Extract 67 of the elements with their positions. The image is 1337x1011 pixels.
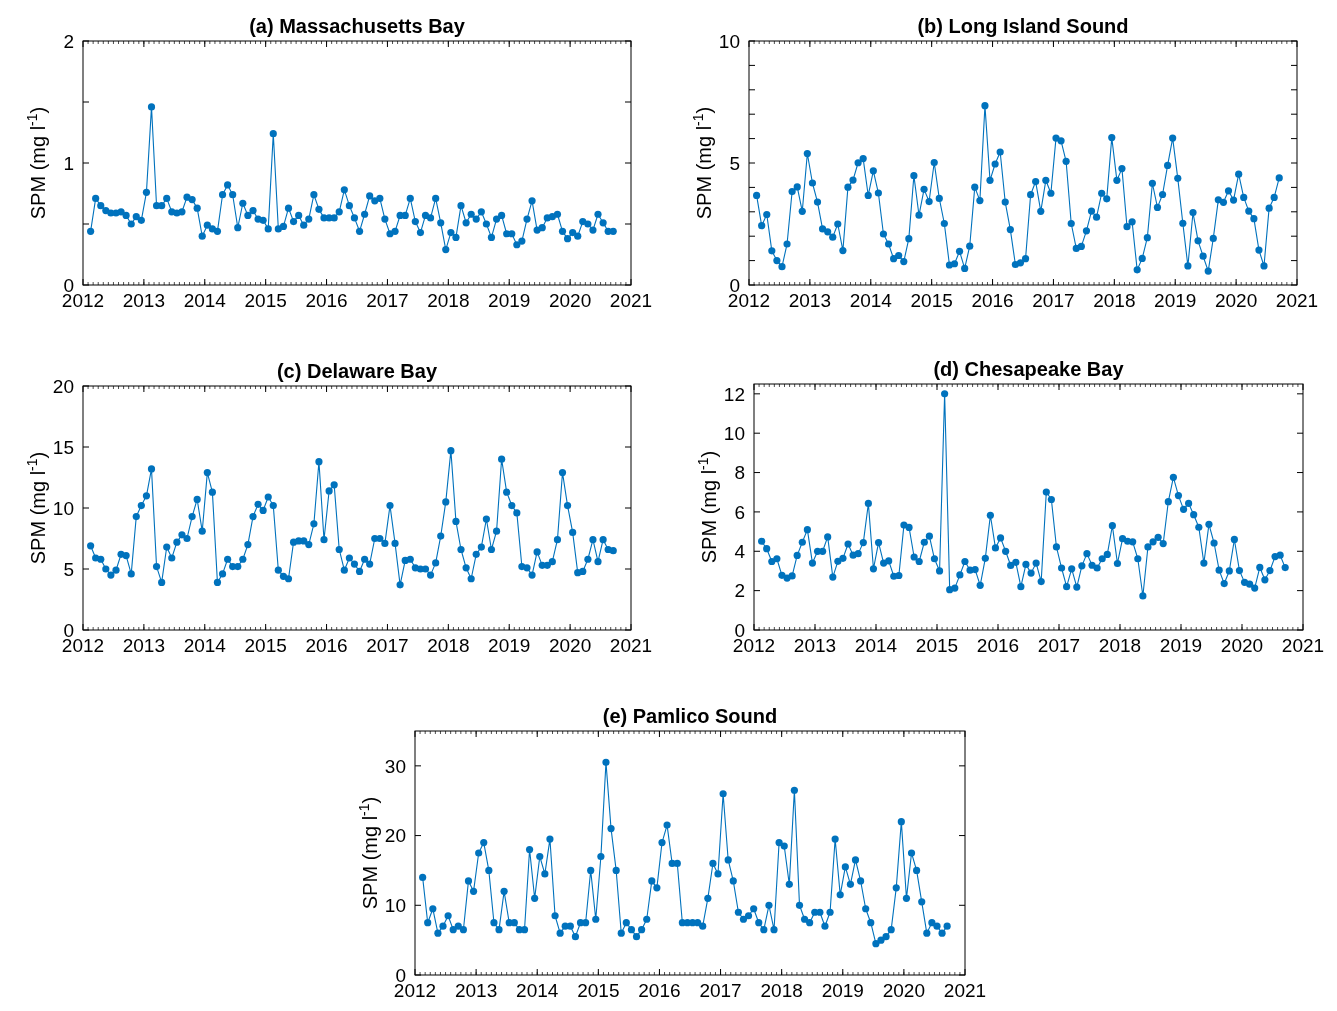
x-tick-label: 2018	[760, 980, 803, 1001]
x-tick-label: 2019	[1154, 290, 1197, 311]
y-tick-label: 2	[63, 30, 74, 52]
chart-title: (d) Chesapeake Bay	[933, 358, 1125, 380]
chart-title: (a) Massachusetts Bay	[249, 15, 466, 37]
y-tick-label: 10	[723, 422, 745, 444]
x-tick-label: 2018	[1093, 290, 1136, 311]
x-tick-label: 2017	[699, 980, 742, 1001]
y-tick-label: 20	[384, 825, 406, 847]
x-tick-label: 2018	[1098, 635, 1142, 656]
chart-title: (c) Delaware Bay	[276, 360, 438, 382]
y-tick-label: 2	[734, 580, 745, 602]
chart-title: (e) Pamlico Sound	[602, 705, 778, 727]
y-tick-label: 10	[52, 497, 74, 519]
y-tick-label: 4	[734, 540, 746, 562]
y-tick-label: 10	[384, 894, 406, 916]
y-tick-label: 12	[723, 383, 745, 405]
x-tick-label: 2014	[516, 980, 559, 1001]
y-tick-label: 20	[52, 375, 74, 397]
y-tick-label: 6	[734, 501, 745, 523]
x-tick-label: 2015	[577, 980, 620, 1001]
x-tick-label: 2013	[793, 635, 837, 656]
x-tick-label: 2017	[366, 635, 409, 656]
x-tick-label: 2020	[882, 980, 926, 1001]
y-tick-label: 1	[63, 152, 74, 174]
x-tick-label: 2020	[548, 290, 592, 311]
x-tick-label: 2014	[183, 635, 227, 656]
x-tick-label: 2016	[976, 635, 1020, 656]
x-tick-label: 2016	[305, 635, 348, 656]
y-tick-label: 5	[729, 152, 740, 174]
x-tick-label: 2013	[454, 980, 498, 1001]
x-tick-label: 2021	[609, 290, 653, 311]
y-tick-label: 15	[52, 436, 74, 458]
x-tick-label: 2020	[1220, 635, 1264, 656]
x-tick-label: 2013	[122, 635, 166, 656]
x-tick-label: 2016	[971, 290, 1014, 311]
x-tick-label: 2013	[788, 290, 832, 311]
x-tick-label: 2018	[427, 290, 470, 311]
x-tick-label: 2021	[1281, 635, 1325, 656]
x-tick-label: 2014	[183, 290, 227, 311]
x-tick-label: 2017	[366, 290, 409, 311]
x-tick-label: 2015	[244, 290, 287, 311]
y-tick-label: 30	[384, 755, 406, 777]
x-tick-label: 2014	[849, 290, 893, 311]
x-tick-label: 2016	[305, 290, 348, 311]
x-tick-label: 2018	[427, 635, 470, 656]
x-tick-label: 2017	[1032, 290, 1075, 311]
x-tick-label: 2021	[1275, 290, 1319, 311]
x-tick-label: 2014	[854, 635, 898, 656]
x-tick-label: 2015	[910, 290, 953, 311]
chart-title: (b) Long Island Sound	[917, 15, 1129, 37]
x-tick-label: 2015	[244, 635, 287, 656]
y-tick-label: 10	[718, 30, 740, 52]
x-tick-label: 2020	[548, 635, 592, 656]
x-tick-label: 2016	[638, 980, 681, 1001]
x-tick-label: 2017	[1037, 635, 1081, 656]
x-tick-label: 2019	[488, 290, 531, 311]
y-tick-label: 5	[63, 558, 74, 580]
x-tick-label: 2015	[915, 635, 959, 656]
x-tick-label: 2019	[821, 980, 864, 1001]
x-tick-label: 2021	[943, 980, 987, 1001]
x-tick-label: 2013	[122, 290, 166, 311]
x-tick-label: 2019	[1159, 635, 1203, 656]
y-tick-label: 8	[734, 462, 745, 484]
x-tick-label: 2021	[609, 635, 653, 656]
x-tick-label: 2019	[488, 635, 531, 656]
x-tick-label: 2020	[1214, 290, 1258, 311]
